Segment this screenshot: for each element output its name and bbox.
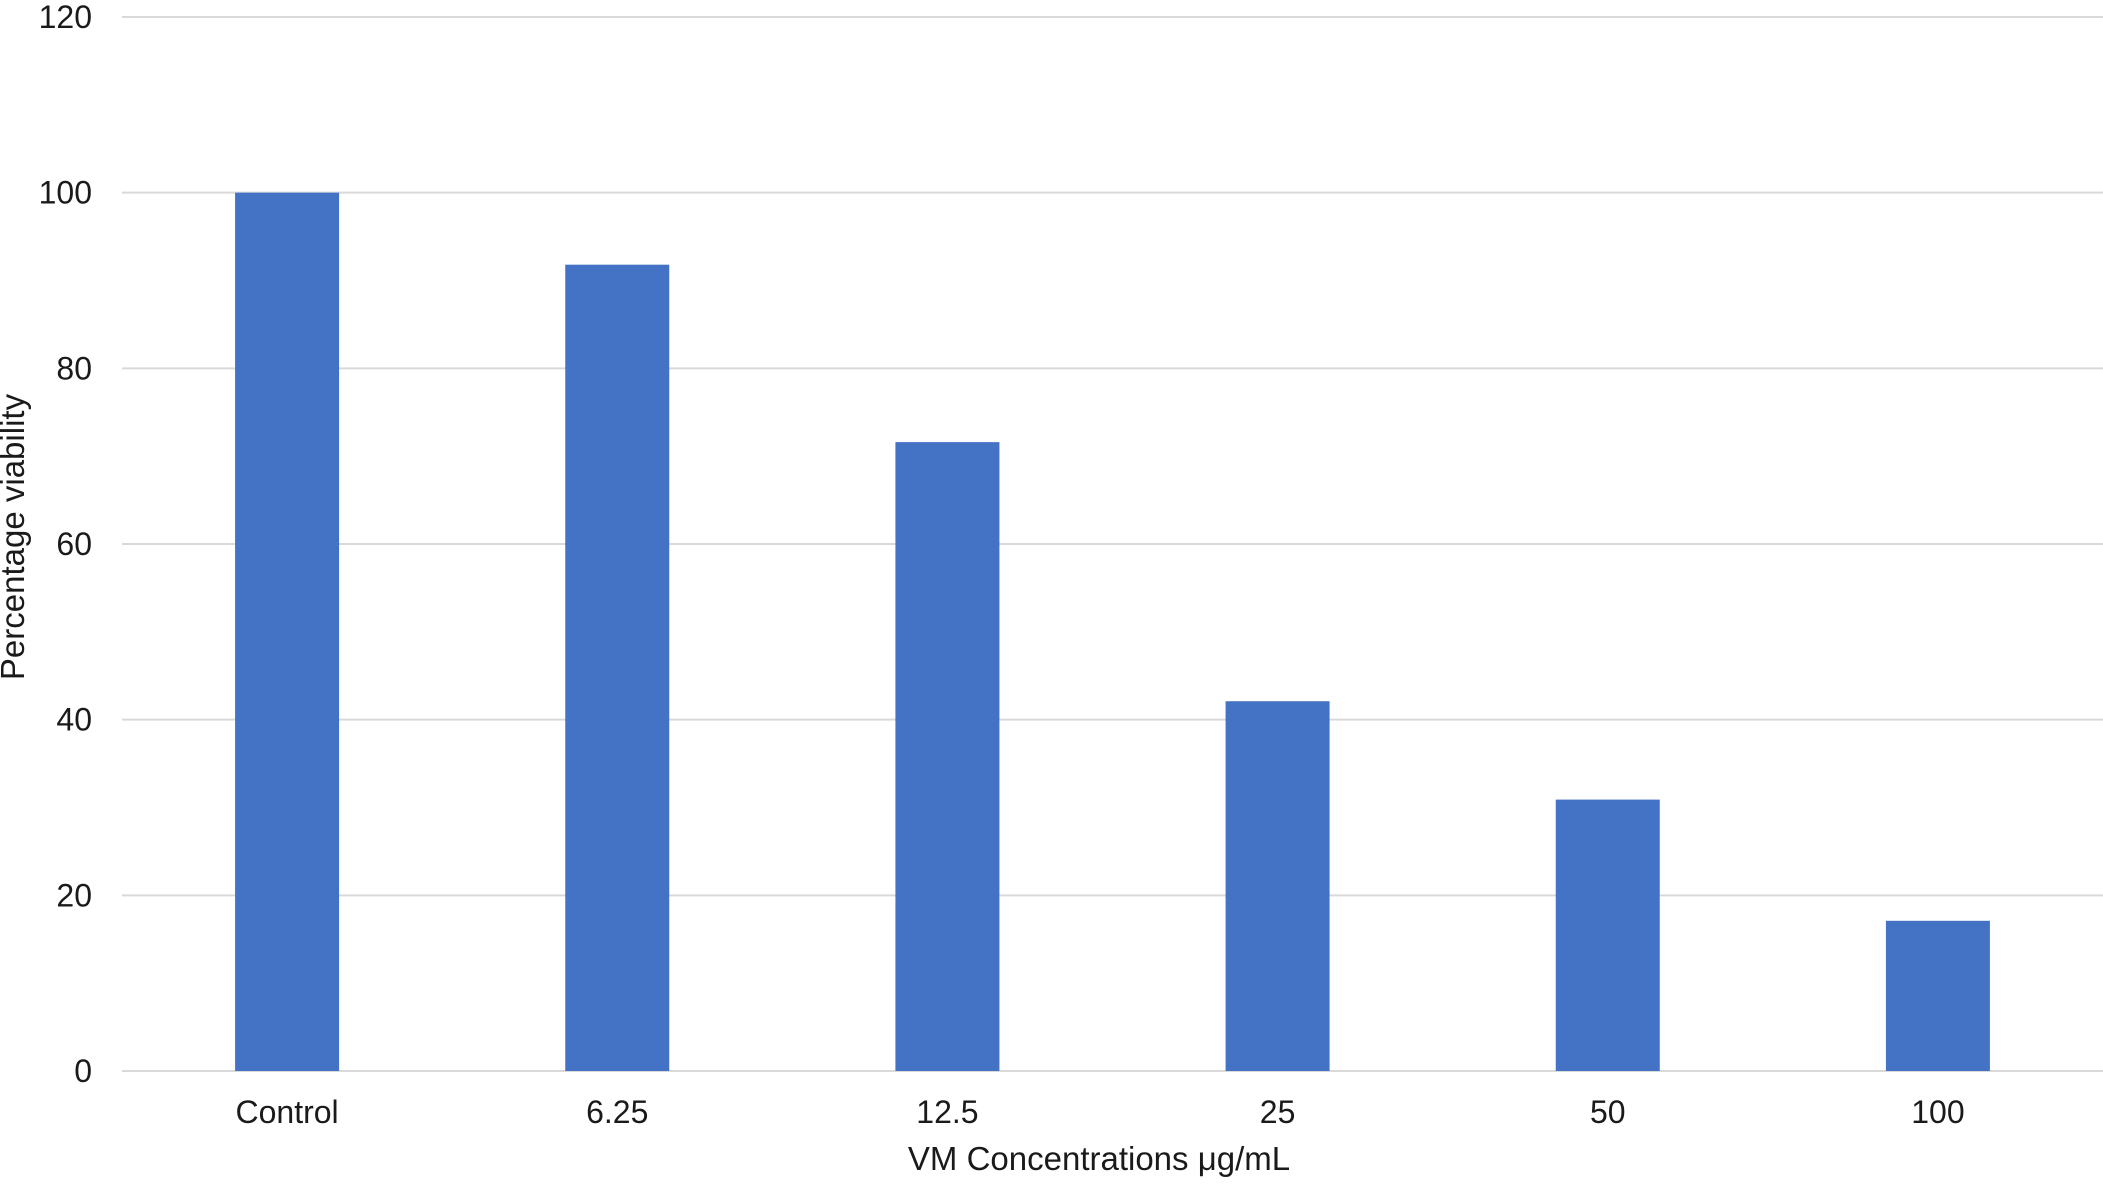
bar-50 xyxy=(1555,799,1660,1071)
bar-6-25 xyxy=(565,264,670,1071)
bar-25 xyxy=(1225,701,1330,1071)
y-tick-label: 0 xyxy=(74,1053,92,1089)
y-tick-label: 40 xyxy=(56,702,92,738)
x-tick-label: 12.5 xyxy=(916,1094,978,1130)
x-tick-label: Control xyxy=(236,1094,339,1130)
y-tick-label: 120 xyxy=(39,0,92,35)
bars xyxy=(235,192,1990,1071)
x-tick-label: 100 xyxy=(1911,1094,1964,1130)
y-tick-label: 20 xyxy=(56,877,92,913)
bar-control xyxy=(235,192,340,1071)
x-tick-label: 6.25 xyxy=(586,1094,648,1130)
bar-12-5 xyxy=(895,442,1000,1071)
y-tick-label: 60 xyxy=(56,526,92,562)
gridlines xyxy=(122,16,2103,1072)
y-tick-label: 100 xyxy=(39,175,92,211)
y-axis-ticks: 0 20 40 60 80 100 120 xyxy=(39,0,92,1089)
x-axis-ticks: Control 6.25 12.5 25 50 100 xyxy=(236,1094,1965,1130)
x-axis-title: VM Concentrations μg/mL xyxy=(908,1140,1290,1177)
y-axis-title: Percentage viability xyxy=(0,393,31,680)
x-tick-label: 25 xyxy=(1260,1094,1296,1130)
y-tick-label: 80 xyxy=(56,350,92,386)
x-tick-label: 50 xyxy=(1590,1094,1626,1130)
bar-100 xyxy=(1885,920,1990,1071)
